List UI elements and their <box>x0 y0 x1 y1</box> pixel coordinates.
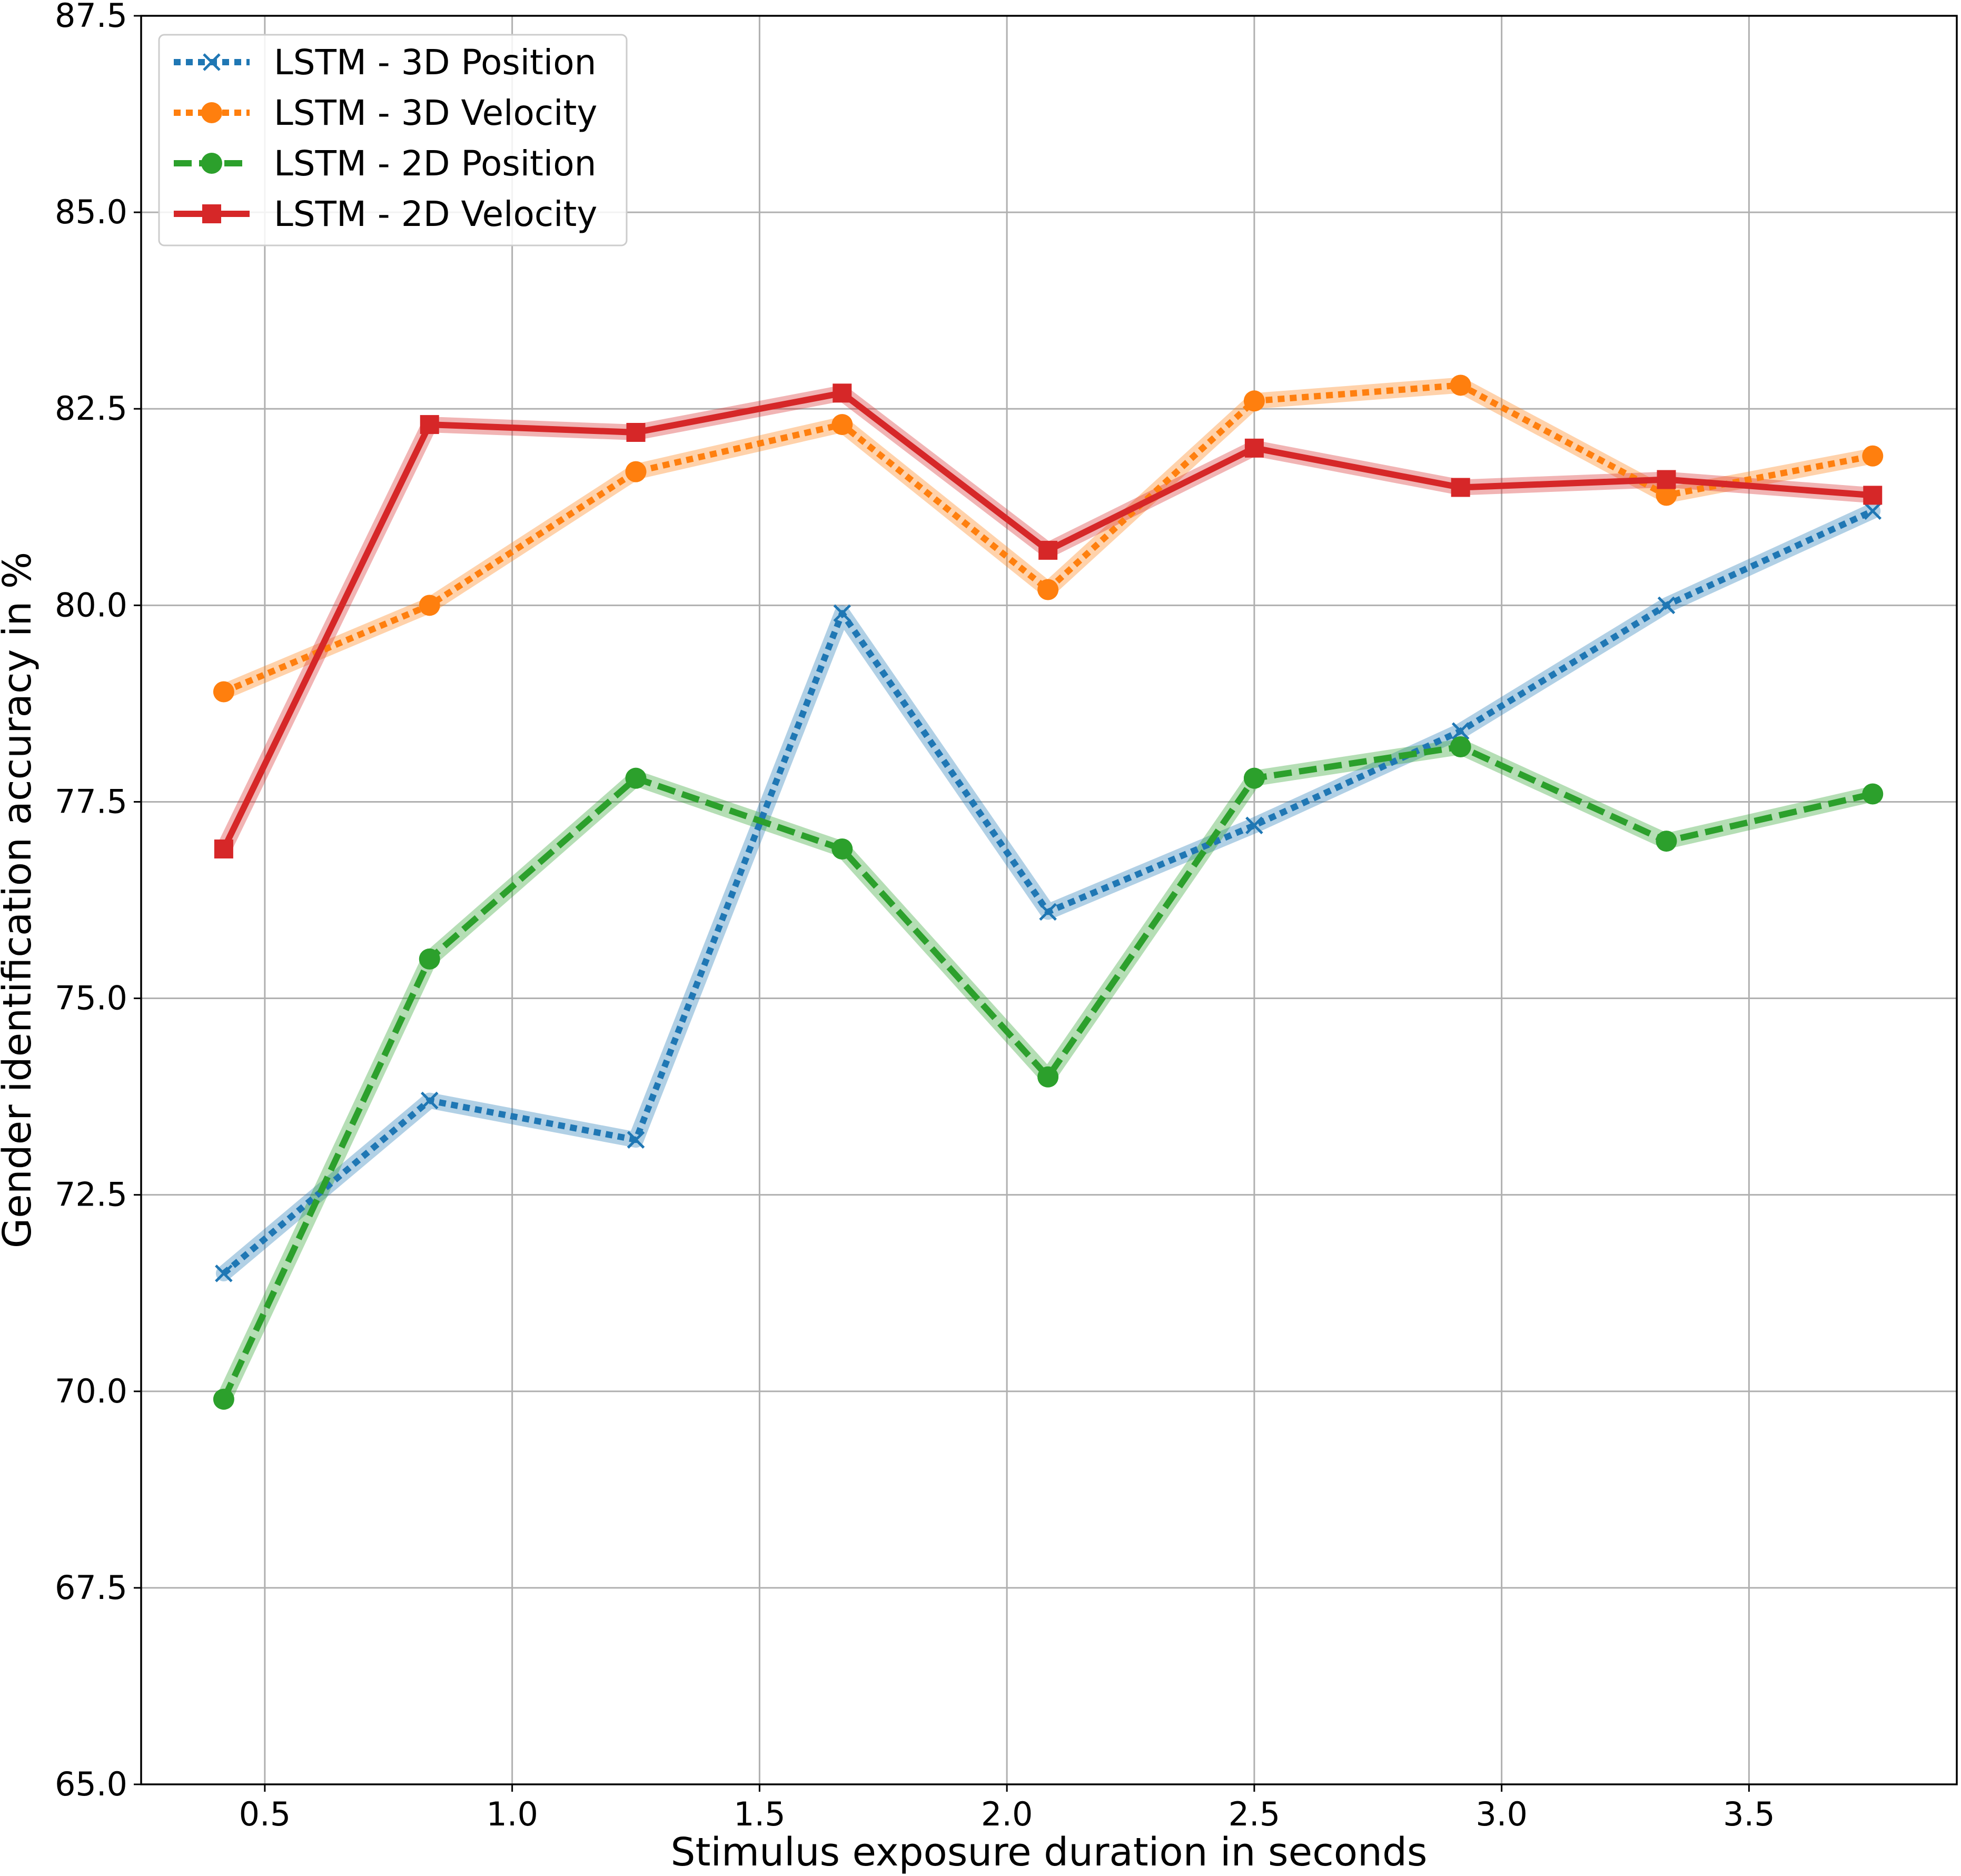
marker-stroke <box>203 53 221 71</box>
data-point-lstm-3d-velocity <box>1450 374 1471 396</box>
y-tick-label: 65.0 <box>55 1765 127 1803</box>
x-tick-label: 0.5 <box>239 1795 291 1833</box>
x-tick-label: 1.0 <box>486 1795 538 1833</box>
y-axis-label: Gender identification accuracy in % <box>0 552 40 1248</box>
data-point-lstm-2d-position <box>1862 783 1884 805</box>
data-point-lstm-3d-velocity <box>1862 445 1884 467</box>
data-point-lstm-3d-position <box>1657 596 1676 615</box>
data-point-lstm-2d-position <box>831 838 853 860</box>
plot-frame <box>140 15 1958 1785</box>
data-point-lstm-3d-velocity <box>1243 390 1265 412</box>
legend-box <box>158 34 628 246</box>
legend-label: LSTM - 3D Position <box>274 42 596 83</box>
data-point-lstm-3d-position <box>1245 816 1263 834</box>
legend-swatch-marker <box>201 102 222 123</box>
data-point-lstm-2d-position <box>1656 831 1677 852</box>
marker-stroke <box>1039 903 1057 921</box>
data-point-lstm-3d-position <box>833 604 851 623</box>
y-tick-label: 70.0 <box>55 1372 127 1410</box>
data-point-lstm-2d-velocity <box>626 422 646 442</box>
x-tick-label: 2.5 <box>1229 1795 1281 1833</box>
legend-item: LSTM - 2D Velocity <box>174 194 597 234</box>
data-point-lstm-2d-velocity <box>214 839 233 858</box>
legend-swatch-marker <box>203 53 221 71</box>
legend-label: LSTM - 2D Position <box>274 143 596 184</box>
marker-stroke <box>627 1131 645 1149</box>
x-tick-label: 2.0 <box>981 1795 1033 1833</box>
marker-stroke <box>420 1091 439 1110</box>
y-tick-label: 77.5 <box>55 782 127 821</box>
legend: LSTM - 3D Position LSTM - 3D Velocity LSTM… <box>158 34 628 246</box>
x-tick-label: 1.5 <box>734 1795 786 1833</box>
data-point-lstm-3d-velocity <box>419 595 440 616</box>
y-tick-label: 72.5 <box>55 1176 127 1214</box>
data-point-lstm-2d-velocity <box>420 415 439 435</box>
series-line-lstm-2d-position <box>221 744 1874 1401</box>
y-tick-label: 87.5 <box>55 0 127 35</box>
data-point-lstm-2d-position <box>625 767 647 789</box>
legend-swatch-marker <box>201 153 222 174</box>
data-point-lstm-2d-velocity <box>833 383 852 403</box>
data-point-lstm-3d-position <box>1864 502 1882 520</box>
data-point-lstm-2d-position <box>1450 736 1471 757</box>
data-point-lstm-2d-velocity <box>1657 470 1676 489</box>
y-tick-label: 82.5 <box>55 389 127 428</box>
y-tick-label: 75.0 <box>55 979 127 1018</box>
data-point-lstm-3d-position <box>1451 722 1470 740</box>
legend-item: LSTM - 2D Position <box>174 143 596 184</box>
data-point-lstm-3d-velocity <box>1037 579 1059 600</box>
series-line-lstm-3d-velocity <box>222 382 1874 695</box>
marker-stroke <box>1864 502 1882 520</box>
legend-label: LSTM - 3D Velocity <box>274 93 597 133</box>
data-point-lstm-2d-position <box>1243 767 1265 789</box>
x-tick-label: 3.5 <box>1723 1795 1775 1833</box>
marker-stroke <box>1451 722 1470 740</box>
data-point-lstm-2d-position <box>1037 1066 1059 1088</box>
legend-item: LSTM - 3D Position <box>174 42 596 83</box>
marker-stroke <box>1245 816 1263 834</box>
x-axis-label: Stimulus exposure duration in seconds <box>670 1830 1427 1875</box>
data-point-lstm-3d-velocity <box>831 414 853 436</box>
data-point-lstm-3d-position <box>215 1265 233 1282</box>
marker-stroke <box>833 604 851 623</box>
legend-item: LSTM - 3D Velocity <box>174 93 597 133</box>
marker-stroke <box>1657 596 1676 615</box>
x-tick-label: 3.0 <box>1475 1795 1528 1833</box>
y-axis-ticks: 65.0 67.5 70.0 72.5 75.0 77.5 80.0 82.5 85.0 87.5 <box>55 0 141 1803</box>
data-point-lstm-2d-position <box>419 948 440 970</box>
data-point-lstm-3d-velocity <box>1656 485 1677 506</box>
marker-stroke <box>215 1265 233 1282</box>
data-point-lstm-3d-position <box>1039 903 1057 921</box>
data-point-lstm-3d-position <box>420 1091 439 1110</box>
y-tick-label: 80.0 <box>55 586 127 624</box>
data-point-lstm-2d-velocity <box>1038 540 1058 560</box>
data-point-lstm-2d-position <box>213 1388 234 1410</box>
data-point-lstm-2d-velocity <box>1863 486 1883 505</box>
y-tick-label: 67.5 <box>55 1568 127 1607</box>
y-tick-label: 85.0 <box>55 193 127 231</box>
legend-swatch-marker <box>202 204 221 223</box>
data-point-lstm-3d-position <box>627 1131 645 1149</box>
data-point-lstm-3d-velocity <box>213 681 234 703</box>
data-point-lstm-3d-velocity <box>625 461 647 482</box>
data-point-lstm-2d-velocity <box>1451 478 1470 497</box>
data-point-lstm-2d-velocity <box>1244 438 1264 458</box>
series-markers <box>213 374 1884 1410</box>
legend-label: LSTM - 2D Velocity <box>274 194 597 234</box>
x-axis-ticks: 0.5 1.0 1.5 2.0 2.5 3.0 3.5 <box>239 1784 1775 1833</box>
